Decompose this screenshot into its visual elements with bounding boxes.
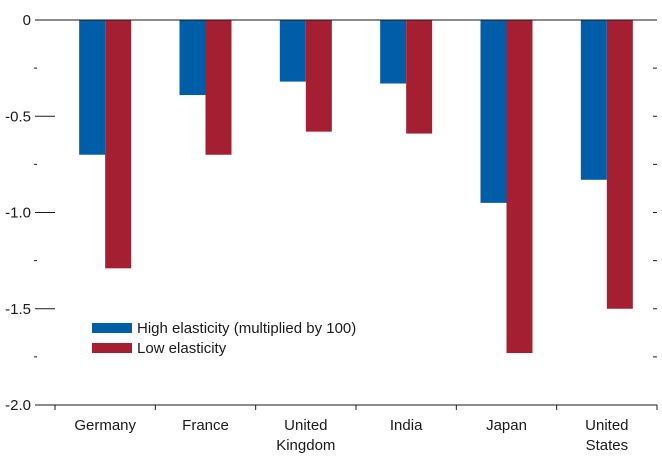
- bar-low-elasticity: [406, 20, 433, 134]
- x-category-label: Kingdom: [276, 437, 335, 454]
- x-category-label: Japan: [486, 417, 527, 434]
- y-tick-label: -1.0: [5, 205, 31, 222]
- y-tick-label: 0: [23, 12, 31, 29]
- x-category-label: France: [182, 417, 229, 434]
- category-separator-ticks: [54, 405, 658, 410]
- bar-high-elasticity: [580, 20, 607, 180]
- x-category-label: India: [390, 417, 423, 434]
- legend-swatch: [92, 323, 132, 333]
- bar-low-elasticity: [305, 20, 332, 132]
- y-tick-label: -1.5: [5, 301, 31, 318]
- bar-high-elasticity: [380, 20, 407, 84]
- x-category-label: United: [284, 417, 327, 434]
- bar-low-elasticity: [105, 20, 132, 269]
- legend-label: Low elasticity: [137, 340, 227, 357]
- right-axis-ticks: [653, 19, 657, 406]
- legend-swatch: [92, 343, 132, 353]
- bar-high-elasticity: [79, 20, 106, 155]
- bar-high-elasticity: [179, 20, 206, 96]
- x-category-label: Germany: [74, 417, 136, 434]
- legend: High elasticity (multiplied by 100) Low e…: [92, 320, 356, 357]
- bars: [79, 20, 633, 354]
- y-tick-label: -0.5: [5, 108, 31, 125]
- category-labels: Germany France United Kingdom India Japan Unit…: [74, 417, 628, 454]
- bar-low-elasticity: [606, 20, 633, 309]
- bar-high-elasticity: [480, 20, 507, 203]
- left-axis-ticks: 0 -0.5 -1.0 -1.5 -2.0: [5, 12, 55, 414]
- bar-low-elasticity: [506, 20, 533, 354]
- legend-label: High elasticity (multiplied by 100): [137, 320, 356, 337]
- bar-low-elasticity: [205, 20, 232, 155]
- x-category-label: States: [586, 437, 629, 454]
- bar-high-elasticity: [279, 20, 306, 82]
- x-category-label: United: [585, 417, 628, 434]
- y-tick-label: -2.0: [5, 397, 31, 414]
